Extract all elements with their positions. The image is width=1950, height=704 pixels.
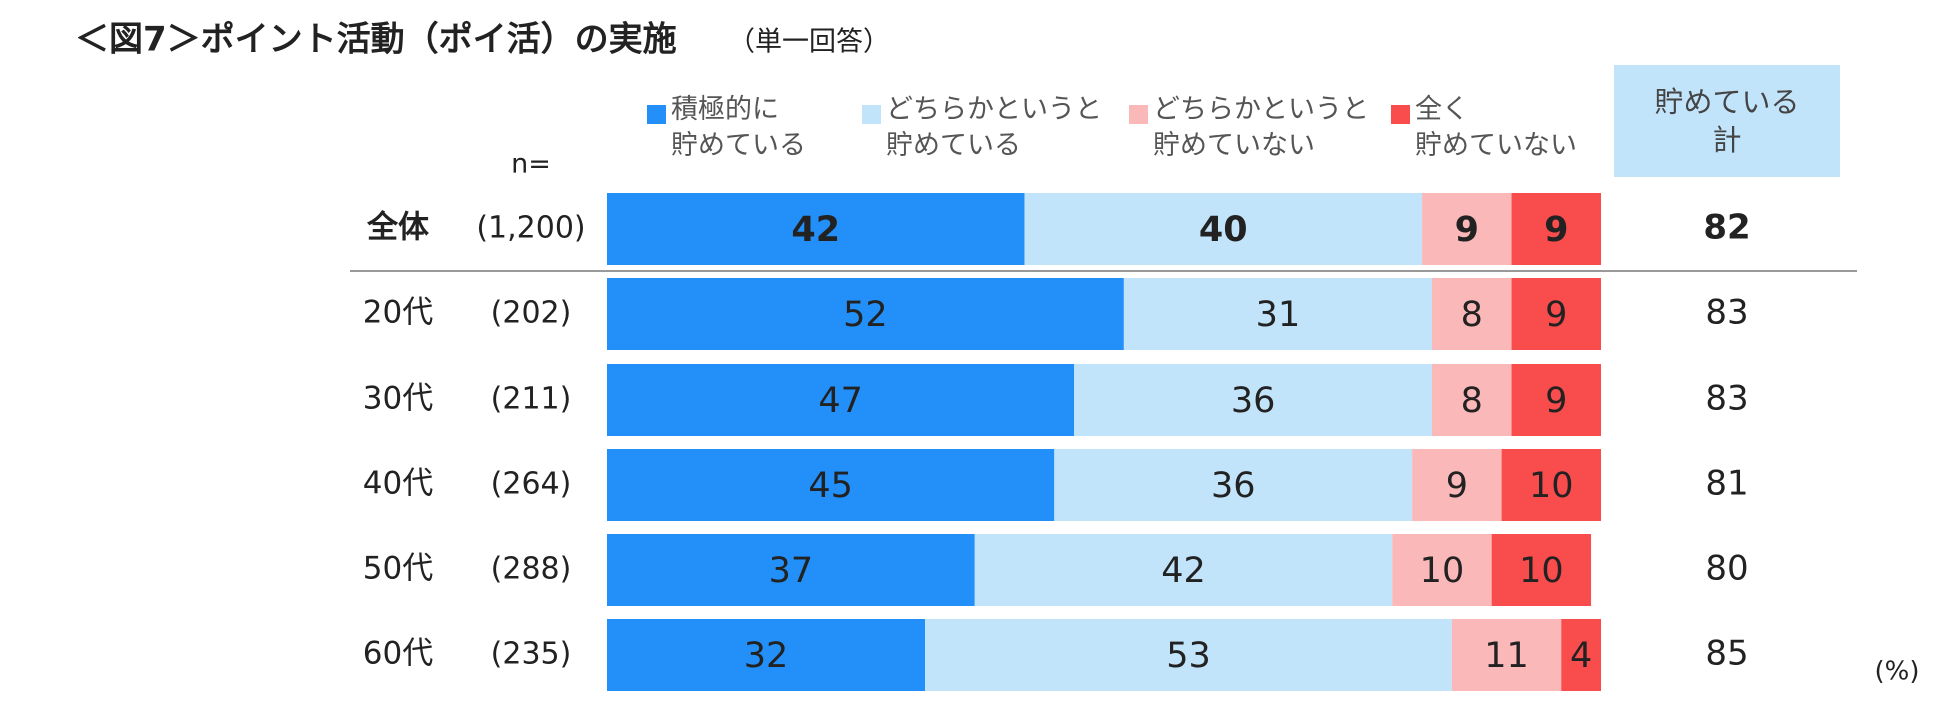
legend-swatch (647, 105, 666, 124)
data-label: 9 (1446, 466, 1468, 506)
bar-segment (1074, 364, 1433, 436)
category-label: 全体 (366, 210, 429, 246)
legend-swatch (862, 105, 881, 124)
bar-segment (925, 619, 1452, 691)
bar-segment (1412, 449, 1502, 521)
n-value: (264) (491, 467, 572, 502)
data-label: 9 (1545, 381, 1567, 421)
bar-segment (1511, 364, 1601, 436)
category-label: 30代 (363, 381, 433, 417)
total-value: 83 (1705, 293, 1748, 333)
n-value: (288) (491, 552, 572, 587)
total-value: 83 (1705, 379, 1748, 419)
n-value: (211) (491, 382, 572, 417)
data-label: 10 (1420, 551, 1465, 591)
legend-label: 全く 貯めていない (1415, 94, 1577, 161)
data-label: 42 (791, 210, 840, 250)
total-value: 80 (1705, 549, 1748, 589)
bar-segment (1024, 193, 1423, 265)
category-label: 50代 (363, 551, 433, 587)
legend-label: どちらかというと 貯めている (886, 94, 1102, 161)
n-value: (235) (491, 637, 572, 672)
data-label: 11 (1484, 636, 1529, 676)
data-label: 10 (1529, 466, 1574, 506)
bar-segment (1451, 619, 1562, 691)
bar-segment (607, 364, 1075, 436)
bar-segment (1491, 534, 1592, 606)
legend-label: 積極的に 貯めている (671, 94, 806, 161)
bar-segment (1432, 278, 1512, 350)
total-header: 貯めている 計 (1614, 65, 1840, 177)
bar-segment (607, 193, 1025, 265)
total-value: 82 (1703, 208, 1750, 248)
legend-swatch (1391, 105, 1410, 124)
bar-segment (1432, 364, 1512, 436)
bar-segment (607, 619, 926, 691)
total-value: 81 (1705, 464, 1748, 504)
data-label: 37 (769, 551, 814, 591)
data-label: 32 (744, 636, 789, 676)
data-label: 10 (1519, 551, 1564, 591)
data-label: 42 (1161, 551, 1206, 591)
legend-swatch (1129, 105, 1148, 124)
bar-segment (1422, 193, 1512, 265)
data-label: 36 (1231, 381, 1276, 421)
data-label: 53 (1166, 636, 1211, 676)
category-label: 60代 (363, 636, 433, 672)
data-label: 52 (843, 295, 888, 335)
data-label: 31 (1256, 295, 1301, 335)
bar-segment (1561, 619, 1601, 691)
data-label: 4 (1570, 636, 1592, 676)
bar-segment (607, 278, 1124, 350)
data-label: 9 (1545, 295, 1567, 335)
bar-segment (1511, 278, 1601, 350)
data-label: 9 (1455, 210, 1479, 250)
data-label: 40 (1199, 210, 1248, 250)
category-label: 20代 (363, 295, 433, 331)
n-label: n= (511, 149, 551, 180)
data-label: 36 (1211, 466, 1256, 506)
unit-label: (%) (1875, 657, 1920, 687)
category-label: 40代 (363, 466, 433, 502)
bar-segment (1501, 449, 1601, 521)
bar-segment (974, 534, 1393, 606)
n-value: (1,200) (476, 211, 585, 246)
bar-segment (607, 449, 1055, 521)
chart-subtitle: （単一回答） (728, 27, 890, 58)
data-label: 45 (808, 466, 853, 506)
bar-segment (1123, 278, 1433, 350)
bar-segment (1054, 449, 1413, 521)
bar-segment (1392, 534, 1492, 606)
total-value: 85 (1705, 634, 1748, 674)
bar-segment (607, 534, 975, 606)
data-label: 47 (818, 381, 863, 421)
data-label: 8 (1461, 381, 1483, 421)
bar-segment (1511, 193, 1601, 265)
data-label: 9 (1544, 210, 1568, 250)
chart-title: ＜図7＞ポイント活動（ポイ活）の実施 (75, 20, 677, 60)
n-value: (202) (491, 296, 572, 331)
data-label: 8 (1461, 295, 1483, 335)
legend-label: どちらかというと 貯めていない (1153, 94, 1369, 161)
